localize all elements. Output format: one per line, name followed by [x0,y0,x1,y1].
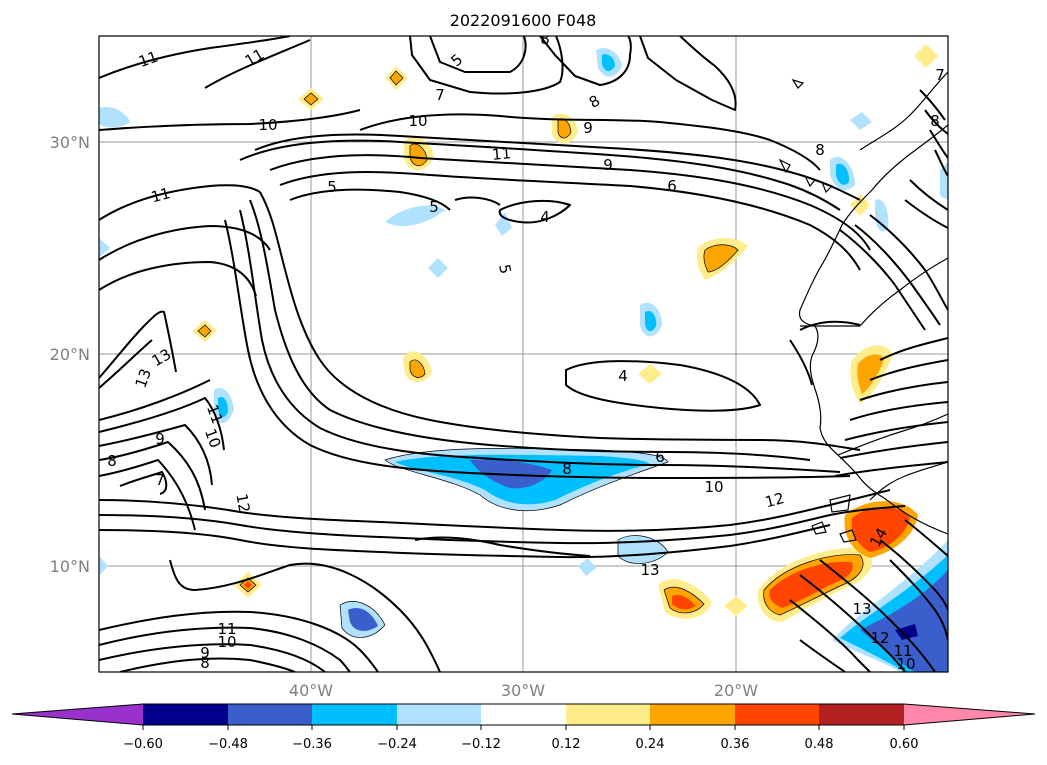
contour-label: 10 [896,655,915,673]
contour-label: 8 [200,654,210,672]
contour-label: 13 [132,366,155,390]
contour-label: 8 [562,460,572,478]
contour-label: 8 [107,452,117,470]
colorbar-tick-label: 0.60 [890,737,919,752]
lon-label-30w: 30°W [501,681,545,700]
colorbar-tick-label: −0.60 [123,737,163,752]
colorbar-segment [566,704,650,725]
contour-label: 12 [763,489,786,511]
contour-label: 11 [203,402,226,426]
contour-label: 11 [893,642,912,660]
lat-label-20n: 20°N [50,345,90,364]
contour-label: 8 [540,30,550,48]
contour-label: 7 [155,471,165,489]
colorbar-segment [12,704,143,725]
contour-label: 6 [655,448,665,466]
contour-label: 9 [155,430,165,448]
lat-label-10n: 10°N [50,557,90,576]
contour-label: 11 [136,48,160,71]
contour-label: 8 [930,112,940,130]
colorbar-tick-label: 0.48 [805,737,834,752]
colorbar-segment [481,704,566,725]
contour-label: 11 [217,620,236,638]
anomaly-fill-positive [192,44,938,622]
contour-label: 13 [852,600,871,618]
contour-label: 9 [583,119,593,137]
contour-label: 10 [258,116,277,134]
contour-label: 5 [429,198,439,216]
map-panel: 11 11 10 11 5 7 8 8 9 10 11 9 6 5 5 4 5 … [98,30,949,673]
lat-label-30n: 30°N [50,133,90,152]
colorbar-segment [650,704,735,725]
colorbar-segment [228,704,312,725]
contour-label: 4 [540,208,550,226]
colorbar-tick-label: −0.12 [461,737,501,752]
lat-axis-labels: 30°N 20°N 10°N [50,133,90,576]
colorbar-segment [735,704,819,725]
contour-label: 7 [435,86,445,104]
colorbar-segment [143,704,228,725]
contour-label: 4 [618,367,628,385]
contour-label: 12 [870,629,889,647]
contour-label: 8 [815,141,825,159]
colorbar-tick-label: 0.24 [636,737,665,752]
colorbar-tick-label: 0.12 [552,737,581,752]
colorbar: −0.60 −0.48 −0.36 −0.24 −0.12 0.12 0.24 … [11,703,1036,752]
map-frame [98,35,949,673]
contour-label: 11 [491,144,512,164]
contour-label: 10 [408,112,427,130]
contour-label: 12 [232,492,253,514]
contour-label: 10 [217,633,236,651]
colorbar-segment [397,704,481,725]
contour-label: 13 [640,561,659,579]
contour-label: 11 [149,184,172,206]
contour-label: 9 [603,156,613,174]
contour-label: 5 [327,178,337,196]
lon-label-20w: 20°W [714,681,758,700]
colorbar-tick-label: −0.36 [292,737,332,752]
contour-label: 9 [200,644,210,662]
contour-label: 10 [704,478,723,496]
lon-label-40w: 40°W [289,681,333,700]
colorbar-tick-label: −0.24 [377,737,417,752]
contour-label: 10 [201,426,224,450]
lon-axis-labels: 40°W 30°W 20°W [289,681,758,700]
colorbar-segment [312,704,397,725]
contour-label: 6 [667,177,677,195]
map-title: 2022091600 F048 [450,11,597,30]
contour-lines [99,36,948,672]
colorbar-tick-label: 0.36 [721,737,750,752]
contour-label: 5 [495,263,514,276]
colorbar-tick-label: −0.48 [208,737,248,752]
colorbar-segment [819,704,904,725]
colorbar-segment [904,704,1035,725]
contour-label: 7 [935,66,945,84]
